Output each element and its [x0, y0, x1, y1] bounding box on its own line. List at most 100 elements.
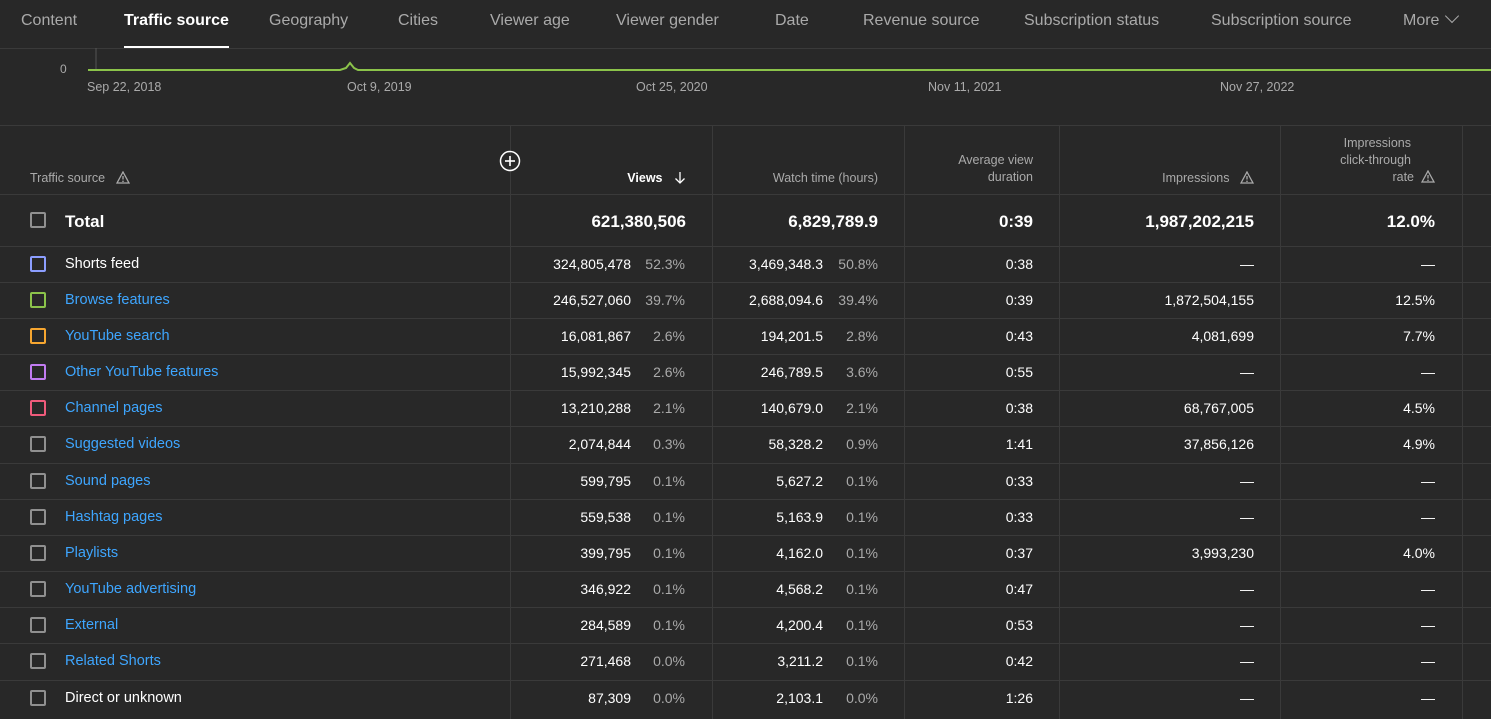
header-watch-time[interactable]: Watch time (hours) [772, 171, 878, 185]
chart-series-line [88, 61, 1491, 71]
row-checkbox[interactable] [30, 400, 46, 416]
chevron-down-icon [1445, 8, 1460, 24]
tab-bar: Content Traffic source Geography Cities … [0, 0, 1491, 49]
traffic-source-name[interactable]: Suggested videos [65, 436, 181, 452]
row-checkbox[interactable] [30, 509, 46, 525]
traffic-source-name[interactable]: Playlists [65, 545, 119, 561]
traffic-source-name[interactable]: YouTube advertising [65, 581, 197, 597]
row-checkbox[interactable] [30, 364, 46, 380]
impressions-value: — [1240, 364, 1254, 380]
tab-revenue-source[interactable]: Revenue source [863, 12, 980, 29]
header-views-label: Views [627, 171, 663, 185]
views-value: 399,795 [580, 545, 631, 561]
row-checkbox[interactable] [30, 581, 46, 597]
avd-value: 0:53 [1005, 617, 1033, 633]
ctr-value: — [1421, 617, 1435, 633]
watch-time-value: 2,103.1 [776, 690, 823, 706]
row-checkbox[interactable] [30, 292, 46, 308]
header-impressions[interactable]: Impressions [1065, 170, 1254, 187]
tab-cities[interactable]: Cities [398, 12, 439, 29]
avd-value: 0:37 [1005, 545, 1033, 561]
impressions-value: 68,767,005 [1183, 400, 1254, 416]
header-ctr-line: click-through [1340, 153, 1411, 167]
traffic-source-name: Shorts feed [65, 256, 140, 272]
tab-subscription-source[interactable]: Subscription source [1211, 12, 1352, 29]
watch-time-value: 4,200.4 [776, 617, 823, 633]
avd-value: 0:39 [1005, 292, 1033, 308]
tab-geography[interactable]: Geography [269, 12, 349, 29]
add-column-icon[interactable] [499, 150, 521, 172]
tab-subscription-status[interactable]: Subscription status [1024, 12, 1160, 29]
watch-time-value: 3,469,348.3 [749, 256, 823, 272]
table-row: Suggested videos 2,074,844 0.3% 58,328.2 0.9… [0, 426, 1491, 463]
tab-traffic-source[interactable]: Traffic source [124, 0, 229, 48]
traffic-source-name[interactable]: Browse features [65, 292, 170, 308]
ctr-value: — [1421, 653, 1435, 669]
traffic-source-name[interactable]: External [65, 617, 119, 633]
table-row: Related Shorts 271,468 0.0% 3,211.2 0.1% 0:42… [0, 643, 1491, 680]
avd-value: 0:43 [1005, 328, 1033, 344]
ctr-value: — [1421, 364, 1435, 380]
tab-date[interactable]: Date [775, 12, 809, 29]
views-value: 599,795 [580, 473, 631, 489]
total-watch-time: 6,829,789.9 [788, 212, 878, 231]
warning-icon[interactable] [115, 171, 130, 184]
traffic-source-name[interactable]: Other YouTube features [65, 364, 219, 380]
traffic-source-name[interactable]: Sound pages [65, 473, 151, 489]
row-checkbox[interactable] [30, 653, 46, 669]
tab-content[interactable]: Content [21, 12, 78, 29]
header-avd-line: Average view [958, 153, 1033, 167]
header-traffic-source[interactable]: Traffic source [30, 170, 130, 187]
row-checkbox[interactable] [30, 690, 46, 706]
table-row: Other YouTube features 15,992,345 2.6% 246,… [0, 354, 1491, 391]
traffic-source-name[interactable]: YouTube search [65, 328, 170, 344]
views-value: 324,805,478 [553, 256, 631, 272]
avd-value: 0:33 [1005, 473, 1033, 489]
traffic-source-name[interactable]: Hashtag pages [65, 509, 163, 525]
total-label: Total [65, 212, 105, 231]
impressions-value: — [1240, 581, 1254, 597]
ctr-value: 7.7% [1403, 328, 1435, 344]
row-checkbox[interactable] [30, 617, 46, 633]
row-checkbox[interactable] [30, 473, 46, 489]
row-checkbox[interactable] [30, 256, 46, 272]
total-views: 621,380,506 [591, 212, 686, 231]
header-average-view-duration[interactable]: Average view duration [910, 152, 1033, 186]
traffic-source-name[interactable]: Channel pages [65, 400, 163, 416]
views-value: 87,309 [588, 690, 631, 706]
watch-time-value: 5,163.9 [776, 509, 823, 525]
row-checkbox[interactable] [30, 436, 46, 452]
ctr-value: 12.5% [1395, 292, 1435, 308]
ctr-value: 4.9% [1403, 436, 1435, 452]
ctr-value: — [1421, 509, 1435, 525]
header-ctr[interactable]: Impressions click-through rate [1285, 135, 1435, 186]
impressions-value: 37,856,126 [1183, 436, 1254, 452]
watch-time-value: 5,627.2 [776, 473, 823, 489]
views-percent: 52.3% [645, 256, 685, 272]
total-checkbox[interactable] [30, 212, 46, 228]
avd-value: 1:41 [1005, 436, 1033, 452]
views-percent: 2.6% [653, 364, 685, 380]
impressions-value: — [1240, 473, 1254, 489]
total-avd: 0:39 [998, 212, 1033, 231]
avd-value: 0:33 [1005, 509, 1033, 525]
warning-icon[interactable] [1421, 170, 1435, 183]
ctr-value: — [1421, 473, 1435, 489]
row-checkbox[interactable] [30, 328, 46, 344]
tab-more-label: More [1403, 12, 1440, 29]
watch-time-value: 4,162.0 [776, 545, 823, 561]
avd-value: 0:38 [1005, 256, 1033, 272]
watch-time-percent: 3.6% [846, 364, 878, 380]
tab-viewer-gender[interactable]: Viewer gender [616, 12, 719, 29]
header-views[interactable]: Views [520, 170, 686, 187]
watch-time-value: 246,789.5 [760, 364, 823, 380]
views-value: 246,527,060 [553, 292, 631, 308]
impressions-value: 1,872,504,155 [1164, 292, 1254, 308]
row-checkbox[interactable] [30, 545, 46, 561]
warning-icon[interactable] [1240, 171, 1254, 184]
impressions-value: 3,993,230 [1191, 545, 1254, 561]
watch-time-percent: 0.1% [846, 509, 878, 525]
traffic-source-name[interactable]: Related Shorts [65, 653, 161, 669]
tab-viewer-age[interactable]: Viewer age [490, 12, 570, 29]
tab-more[interactable]: More [1403, 0, 1460, 48]
